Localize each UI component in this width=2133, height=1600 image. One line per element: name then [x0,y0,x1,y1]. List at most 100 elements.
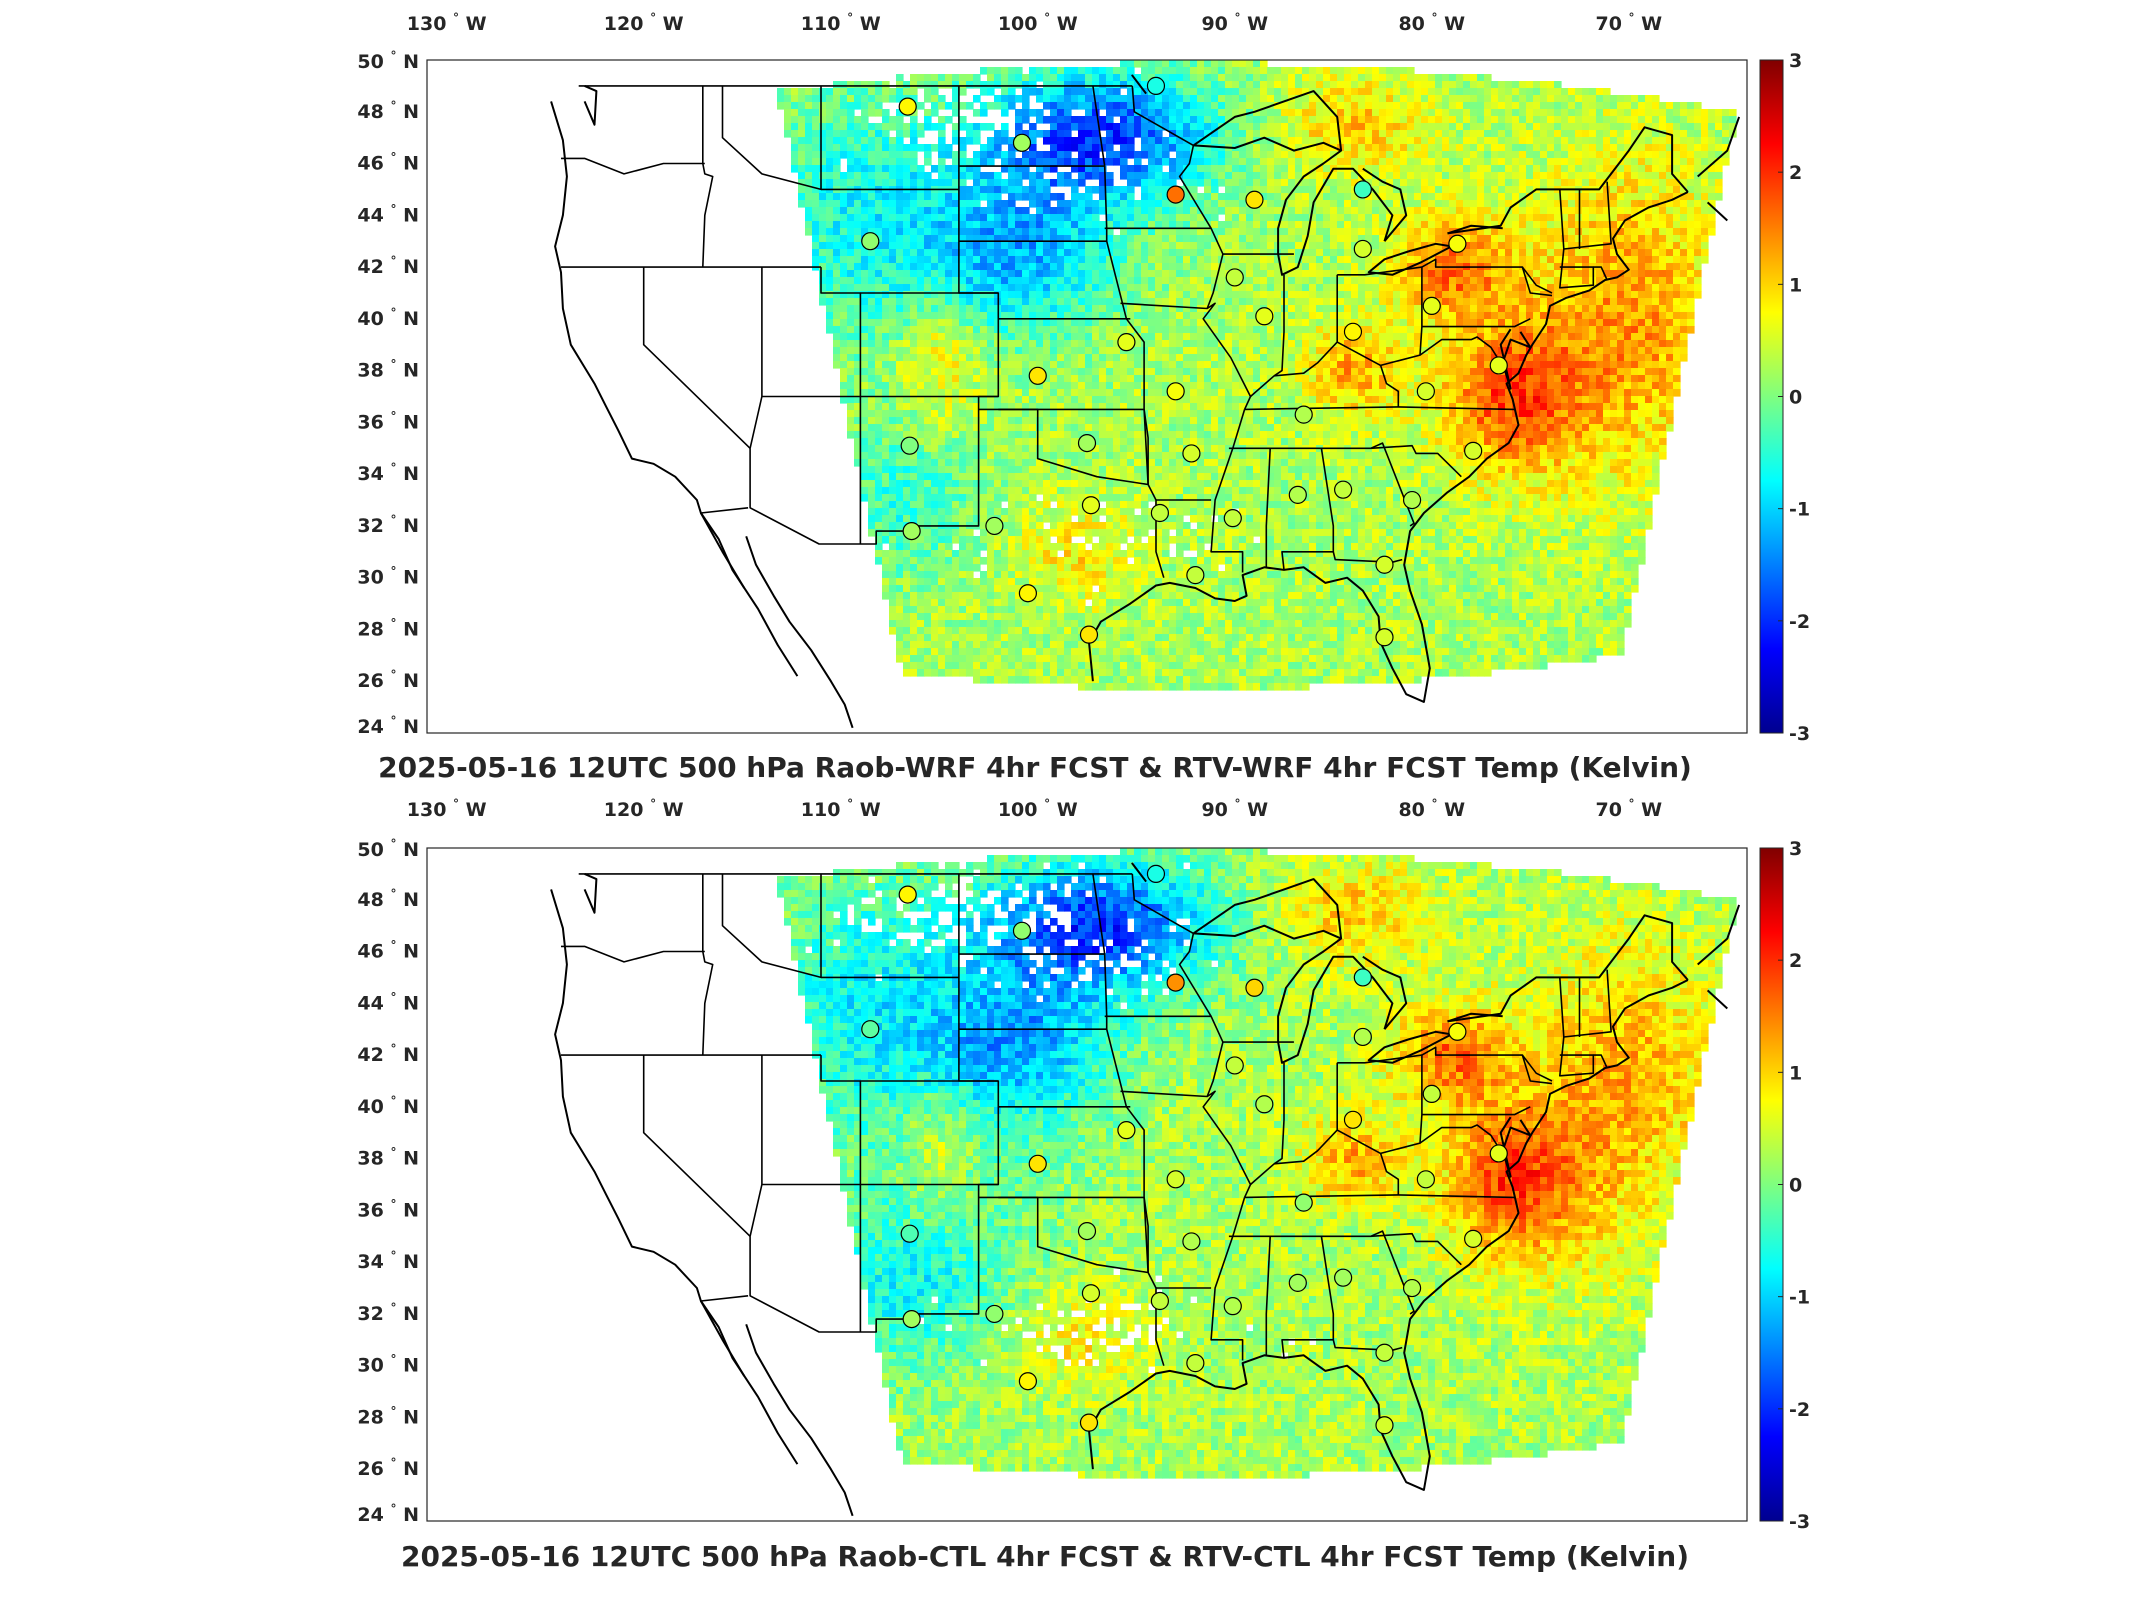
raob-station-marker [1018,1372,1037,1391]
state-border [1421,1046,1553,1085]
raob-station-marker [985,516,1004,536]
lat-tick-label: 44 ° N [357,990,419,1014]
coastline [1447,224,1503,235]
state-border [1559,189,1595,289]
map-panel-1: 130 ° W 120 ° W 110 ° W 100 ° W 90 ° W 80 ° W… [357,11,1810,784]
lat-tick-label: 48 ° N [357,99,419,123]
lon-tick-label: 90 ° W [1201,797,1268,821]
raob-station-marker [1146,76,1166,95]
lon-tick-label: 110 ° W [801,11,881,35]
raob-station-marker [1448,234,1467,253]
raob-station-marker [898,97,917,116]
coastline [1697,904,1741,966]
raob-station-marker [1294,1193,1313,1212]
coastline [1192,90,1394,276]
state-border [721,85,822,191]
state-border [1332,1339,1403,1351]
state-border [1265,448,1271,568]
colorbar-tick-label: -3 [1789,1511,1810,1533]
raob-station-marker [1353,180,1372,199]
coastline [700,1300,746,1377]
coastline [1362,167,1408,242]
raob-station-marker [1375,555,1394,574]
state-border [1370,1230,1415,1315]
raob-station-marker [1079,625,1099,644]
lon-tick-label: 70 ° W [1595,11,1662,35]
lat-tick-label: 24 ° N [357,1502,419,1526]
raob-station-marker [1225,268,1244,287]
state-border [1593,266,1608,281]
state-border [1521,266,1553,294]
raob-station-marker [1018,584,1037,603]
raob-station-marker [1166,973,1185,992]
raob-station-marker [1117,333,1136,352]
state-border [1092,873,1149,1273]
raob-station-marker [1489,356,1508,375]
lat-tick-label: 28 ° N [357,1404,419,1428]
map-area[interactable] [427,60,1747,733]
coastline [550,889,799,1465]
state-border [1419,1124,1502,1152]
state-border [1593,1054,1608,1069]
coastline [1131,862,1147,883]
lat-tick-label: 38 ° N [357,1146,419,1170]
temperature-difference-field [777,848,1737,1479]
panel-title: 2025-05-16 12UTC 500 hPa Raob-CTL 4hr FC… [401,1540,1689,1573]
colorbar-tick-label: 0 [1789,1175,1802,1197]
lat-tick-label: 36 ° N [357,1197,419,1221]
raob-station-marker [1182,444,1201,463]
state-border [1228,444,1462,478]
raob-station-marker [1334,480,1353,499]
map-frame [426,59,1748,734]
state-border [978,408,1165,578]
raob-station-marker [1353,1027,1372,1047]
colorbar-tick-label: 0 [1789,387,1802,409]
lat-tick-label: 28 ° N [357,616,419,640]
state-border [1521,1054,1553,1082]
lon-tick-labels-top: 130 ° W 120 ° W 110 ° W 100 ° W 90 ° W 80 ° W… [407,11,1662,35]
lat-tick-label: 48 ° N [357,887,419,911]
raob-station-markers [861,76,1508,647]
state-border [1206,1041,1224,1097]
colorbar-tick-label: 2 [1789,162,1802,184]
colorbar-tick-label: -1 [1789,1287,1810,1309]
raob-station-marker [1079,1413,1099,1432]
raob-station-marker [1077,433,1097,453]
raob-station-marker [1166,185,1185,204]
coastline [700,512,746,589]
raob-station-marker [1422,296,1441,316]
coastline [1367,1030,1452,1064]
panel-title: 2025-05-16 12UTC 500 hPa Raob-WRF 4hr FC… [378,751,1692,784]
lat-tick-label: 40 ° N [357,1094,419,1118]
colorbar: 3 2 1 0 -1 -2 -3 [1759,50,1810,745]
state-border [642,1055,751,1237]
lat-tick-label: 38 ° N [357,358,419,382]
colorbar-tick-label: -3 [1789,723,1810,745]
colorbar-tick-label: 2 [1789,950,1802,972]
state-border [702,873,714,1056]
state-border [1228,1232,1462,1266]
raob-station-marker [1422,1084,1441,1104]
raob-station-marker [1166,382,1185,401]
raob-station-marker [1245,190,1264,209]
colorbar-tick-label: 3 [1789,838,1802,860]
raob-station-marker [1150,503,1169,523]
raob-station-marker [1081,496,1101,515]
state-border [1421,258,1553,297]
lat-tick-label: 42 ° N [357,1042,419,1066]
raob-station-marker [861,1020,880,1039]
state-border [1210,409,1246,573]
lat-tick-label: 26 ° N [357,1456,419,1480]
raob-station-marker [1166,1170,1185,1189]
coastlines-and-state-borders [550,862,1741,1517]
coastline [1706,201,1728,222]
state-border [749,448,910,545]
state-border [1178,145,1294,255]
raob-station-marker [1489,1144,1508,1163]
coastline [583,84,598,126]
raob-station-marker [1117,1121,1136,1140]
raob-station-marker [1255,307,1274,326]
raob-station-marker [861,232,880,251]
map-area[interactable] [427,848,1747,1521]
lat-tick-label: 30 ° N [357,565,419,589]
